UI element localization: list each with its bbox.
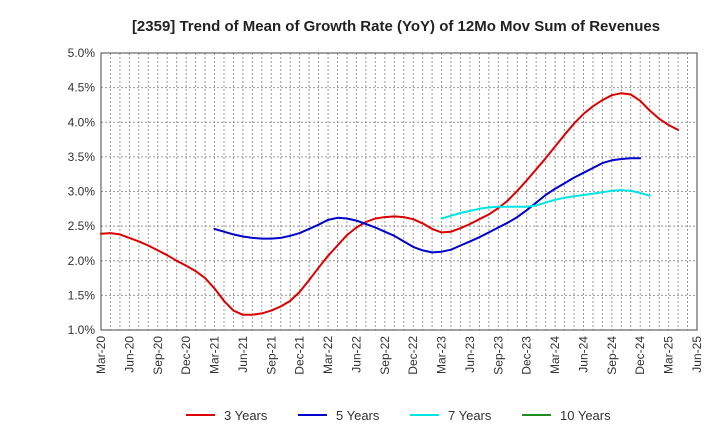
- x-tick-label: Jun-21: [236, 336, 250, 373]
- y-axis: 1.0% 1.5% 2.0% 2.5% 3.0% 3.5% 4.0% 4.5% 5.0%: [68, 46, 96, 337]
- x-tick-label: Dec-24: [633, 336, 647, 375]
- x-tick-label: Mar-24: [548, 336, 562, 374]
- x-tick-label: Dec-20: [179, 336, 193, 375]
- x-tick-label: Jun-23: [463, 336, 477, 373]
- x-tick-label: Jun-25: [690, 336, 704, 373]
- x-tick-label: Sep-24: [605, 336, 619, 375]
- x-tick-label: Jun-22: [349, 336, 363, 373]
- y-tick-label: 2.5%: [68, 219, 96, 233]
- x-tick-label: Jun-24: [576, 336, 590, 373]
- legend-label: 3 Years: [224, 408, 268, 423]
- legend-label: 7 Years: [448, 408, 492, 423]
- y-tick-label: 5.0%: [68, 46, 96, 60]
- legend-label: 5 Years: [336, 408, 380, 423]
- y-tick-label: 4.0%: [68, 115, 96, 129]
- x-tick-label: Sep-20: [151, 336, 165, 375]
- y-tick-label: 1.5%: [68, 288, 96, 302]
- y-tick-label: 2.0%: [68, 254, 96, 268]
- y-tick-label: 4.5%: [68, 81, 96, 95]
- series-line-7-years: [440, 189, 651, 220]
- x-tick-label: Jun-20: [122, 336, 136, 373]
- y-tick-label: 3.0%: [68, 185, 96, 199]
- x-axis: Mar-20 Jun-20 Sep-20 Dec-20 Mar-21 Jun-21 Sep-…: [94, 336, 704, 375]
- series-layer: [100, 92, 680, 316]
- series-line-5-years: [213, 157, 642, 254]
- x-tick-label: Dec-21: [293, 336, 307, 375]
- x-tick-label: Mar-20: [94, 336, 108, 374]
- legend-label: 10 Years: [560, 408, 611, 423]
- legend: 3 Years 5 Years 7 Years 10 Years: [186, 408, 611, 423]
- x-tick-label: Mar-21: [208, 336, 222, 374]
- x-tick-label: Dec-23: [520, 336, 534, 375]
- x-tick-label: Mar-25: [662, 336, 676, 374]
- chart-title: [2359] Trend of Mean of Growth Rate (YoY…: [132, 18, 660, 35]
- x-tick-label: Sep-21: [264, 336, 278, 375]
- x-tick-label: Sep-22: [378, 336, 392, 375]
- y-tick-label: 1.0%: [68, 323, 96, 337]
- x-tick-label: Mar-22: [321, 336, 335, 374]
- plot-frame: [100, 52, 698, 331]
- series-line-3-years: [100, 92, 680, 316]
- y-tick-label: 3.5%: [68, 150, 96, 164]
- grid-lines: [101, 53, 697, 330]
- x-tick-label: Dec-22: [406, 336, 420, 375]
- x-tick-label: Sep-23: [491, 336, 505, 375]
- x-tick-label: Mar-23: [435, 336, 449, 374]
